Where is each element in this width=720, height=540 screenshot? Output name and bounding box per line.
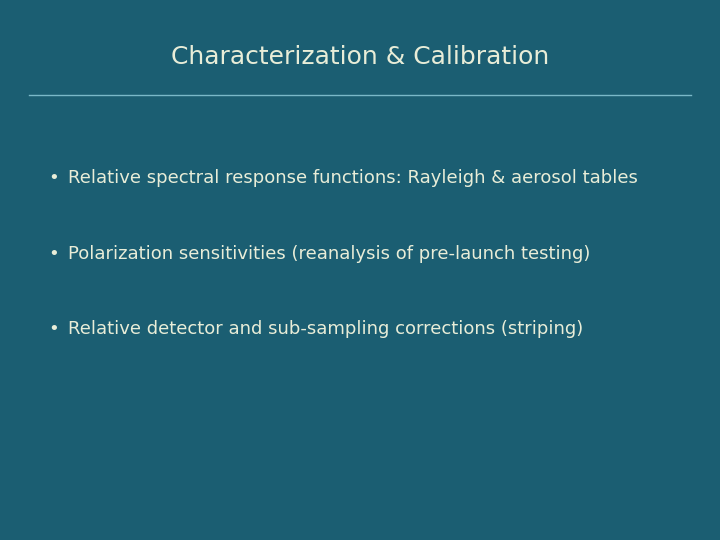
- Text: Relative detector and sub-sampling corrections (striping): Relative detector and sub-sampling corre…: [68, 320, 584, 339]
- Text: Polarization sensitivities (reanalysis of pre-launch testing): Polarization sensitivities (reanalysis o…: [68, 245, 591, 263]
- Text: Characterization & Calibration: Characterization & Calibration: [171, 45, 549, 69]
- Text: •: •: [49, 320, 59, 339]
- Text: •: •: [49, 245, 59, 263]
- Text: Relative spectral response functions: Rayleigh & aerosol tables: Relative spectral response functions: Ra…: [68, 169, 638, 187]
- Text: •: •: [49, 169, 59, 187]
